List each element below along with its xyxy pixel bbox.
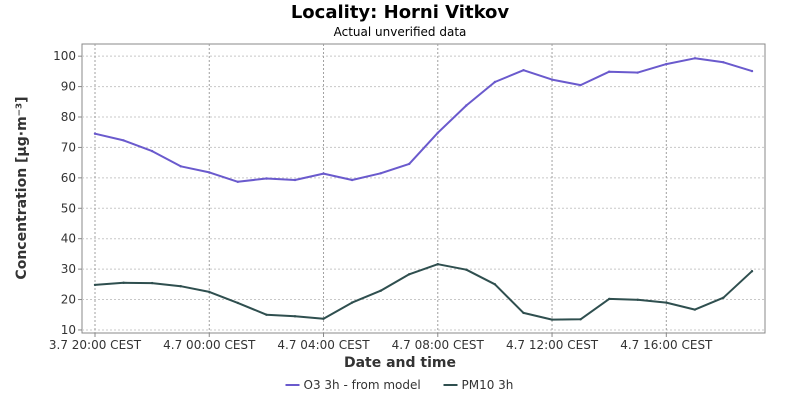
y-axis: 10 20 30 40 50 60 70 80 90 100 <box>53 49 82 337</box>
y-axis-label: Concentration [µg·m⁻³] <box>14 96 30 279</box>
legend: O3 3h - from model PM10 3h <box>285 378 514 392</box>
series-o3 <box>93 57 754 183</box>
legend-label: PM10 3h <box>462 378 514 392</box>
data-point <box>265 313 268 316</box>
x-tick-label: 4.7 12:00 CEST <box>506 338 599 352</box>
data-point <box>550 78 554 81</box>
y-tick-label: 20 <box>61 293 76 307</box>
data-point <box>665 301 668 304</box>
data-point <box>522 311 525 315</box>
data-point <box>550 318 554 321</box>
data-point <box>436 131 439 134</box>
y-tick-label: 30 <box>61 262 76 276</box>
data-point <box>722 296 725 299</box>
legend-item-pm10: PM10 3h <box>443 378 514 392</box>
plot-area <box>81 43 766 334</box>
data-point <box>150 281 154 285</box>
data-point <box>322 317 325 320</box>
data-point <box>379 289 382 292</box>
x-tick-label: 4.7 00:00 CEST <box>163 338 256 352</box>
data-point <box>208 290 211 294</box>
data-point <box>693 308 697 311</box>
data-point <box>579 83 582 87</box>
plot-frame <box>81 43 766 334</box>
data-point <box>379 172 382 175</box>
y-tick-label: 90 <box>61 80 76 94</box>
data-point <box>122 281 125 284</box>
y-tick-label: 40 <box>61 232 76 246</box>
y-tick-label: 100 <box>53 49 76 63</box>
data-point <box>122 139 125 142</box>
data-point <box>179 285 182 288</box>
data-point <box>750 270 754 273</box>
data-point <box>293 178 297 182</box>
data-point <box>322 172 325 175</box>
data-point <box>93 132 97 135</box>
data-point <box>493 283 497 286</box>
data-point <box>208 171 211 174</box>
data-point <box>236 301 239 305</box>
grid <box>82 44 765 333</box>
data-point <box>579 318 582 321</box>
chart-subtitle: Actual unverified data <box>334 25 467 39</box>
data-point <box>465 104 468 107</box>
legend-label: O3 3h - from model <box>304 378 421 392</box>
series-line <box>94 57 753 183</box>
x-tick-label: 4.7 16:00 CEST <box>620 338 713 352</box>
y-tick-label: 70 <box>61 140 76 154</box>
data-point <box>150 149 154 153</box>
data-point <box>236 180 239 183</box>
x-axis-label: Date and time <box>344 355 456 371</box>
data-point <box>636 71 639 74</box>
data-point <box>436 263 439 266</box>
series-layer <box>93 57 754 321</box>
data-point <box>408 273 411 276</box>
data-point <box>293 315 297 318</box>
y-tick-label: 60 <box>61 171 76 185</box>
data-point <box>636 298 639 301</box>
series-line <box>94 263 753 321</box>
data-point <box>493 80 497 84</box>
data-point <box>465 268 468 271</box>
x-tick-label: 4.7 04:00 CEST <box>277 338 370 352</box>
legend-item-o3: O3 3h - from model <box>285 378 421 392</box>
data-point <box>179 165 182 168</box>
data-point <box>350 178 354 182</box>
data-point <box>350 301 354 304</box>
y-tick-label: 80 <box>61 110 76 124</box>
series-pm10 <box>93 263 754 321</box>
data-point <box>522 69 525 72</box>
data-point <box>665 62 668 66</box>
x-tick-label: 3.7 20:00 CEST <box>49 338 142 352</box>
chart-title: Locality: Horni Vitkov <box>291 2 510 23</box>
data-point <box>93 283 97 287</box>
data-point <box>722 61 725 64</box>
data-point <box>265 177 268 180</box>
y-tick-label: 50 <box>61 201 76 215</box>
x-axis: 3.7 20:00 CEST 4.7 00:00 CEST 4.7 04:00 CE… <box>49 333 713 352</box>
data-point <box>608 70 611 73</box>
data-point <box>750 69 754 73</box>
y-tick-label: 10 <box>61 323 76 337</box>
data-point <box>693 57 697 60</box>
data-point <box>608 297 611 301</box>
x-tick-label: 4.7 08:00 CEST <box>392 338 485 352</box>
data-point <box>408 162 411 166</box>
